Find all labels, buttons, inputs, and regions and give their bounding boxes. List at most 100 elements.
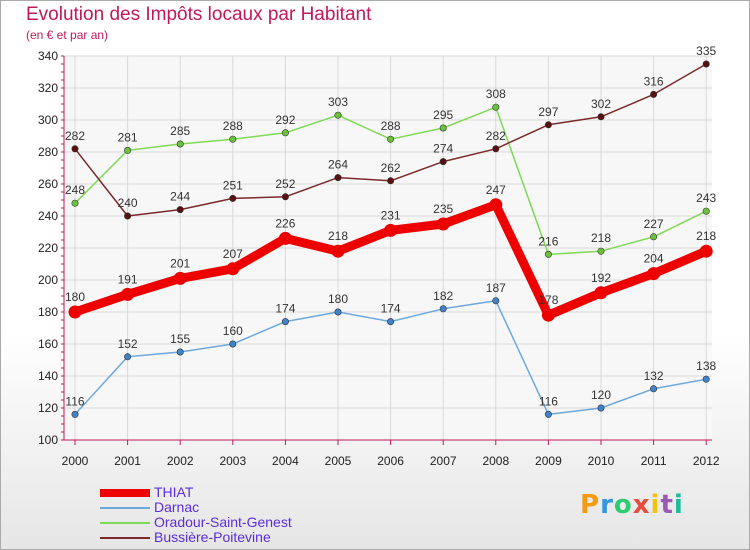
y-tick-label: 140 [38,369,58,383]
y-tick-label: 100 [38,433,58,447]
data-label: 282 [486,129,506,143]
data-point [71,410,79,418]
y-tick-label: 240 [38,209,58,223]
data-point [650,90,658,98]
legend-label: Oradour-Saint-Genest [154,514,292,530]
data-label: 132 [644,369,664,383]
data-point [334,111,342,119]
logo-letter: t [660,490,674,520]
x-tick-label: 2005 [325,454,352,468]
data-point [439,158,447,166]
data-label: 226 [275,216,295,230]
y-tick-label: 340 [38,49,58,63]
y-tick-label: 300 [38,113,58,127]
data-label: 295 [433,108,453,122]
data-point [436,217,450,231]
legend-label: Bussière-Poitevine [154,529,271,545]
data-point [229,135,237,143]
data-label: 191 [118,272,138,286]
data-label: 274 [433,142,453,156]
data-label: 244 [170,190,190,204]
data-label: 192 [591,271,611,285]
logo-letter: i [650,490,661,520]
data-label: 251 [223,178,243,192]
x-tick-label: 2012 [693,454,720,468]
data-label: 302 [591,97,611,111]
data-label: 218 [328,229,348,243]
legend-label: Darnac [154,499,200,515]
data-label: 218 [696,229,716,243]
data-label: 187 [486,281,506,295]
data-point [226,262,240,276]
data-point [334,174,342,182]
data-point [124,146,132,154]
data-label: 281 [118,130,138,144]
data-label: 252 [275,177,295,191]
data-label: 204 [644,252,664,266]
data-label: 240 [118,196,138,210]
data-label: 116 [539,394,558,408]
data-point [68,305,82,319]
data-point [492,297,500,305]
logo-letter: o [613,490,633,520]
data-label: 160 [223,324,243,338]
data-point [699,244,713,258]
y-tick-label: 160 [38,337,58,351]
data-label: 248 [65,183,85,197]
data-point [492,103,500,111]
y-tick-label: 280 [38,145,58,159]
data-label: 235 [433,202,453,216]
data-label: 262 [381,161,401,175]
x-tick-label: 2011 [641,454,667,468]
data-point [650,233,658,241]
data-point [387,318,395,326]
data-point [702,375,710,383]
data-point [176,140,184,148]
x-tick-label: 2009 [535,454,562,468]
data-point [597,247,605,255]
data-label: 288 [223,119,243,133]
legend-swatch [100,522,150,524]
y-tick-label: 320 [38,81,58,95]
data-label: 247 [486,183,506,197]
data-point [281,129,289,137]
x-tick-label: 2006 [377,454,404,468]
data-point [334,308,342,316]
x-tick-label: 2001 [114,454,141,468]
data-label: 292 [275,113,295,127]
data-point [489,198,503,212]
proxiti-logo: Proxiti [580,490,684,520]
chart-title: Evolution des Impôts locaux par Habitant [26,4,372,25]
legend-swatch [100,507,150,509]
data-point [229,194,237,202]
x-tick-label: 2000 [62,454,89,468]
data-point [541,308,555,322]
chart-subtitle: (en € et par an) [26,28,109,42]
logo-letter: P [580,490,601,520]
data-label: 316 [644,74,664,88]
data-point [597,113,605,121]
x-tick-label: 2004 [272,454,299,468]
data-point [384,223,398,237]
data-point [331,244,345,258]
data-point [439,305,447,313]
y-tick-label: 120 [38,401,58,415]
x-tick-label: 2008 [482,454,509,468]
data-point [71,199,79,207]
legend-label: THIAT [154,484,194,500]
data-point [650,385,658,393]
logo-letter: i [673,490,684,520]
data-point [594,286,608,300]
x-tick-label: 2007 [430,454,457,468]
data-label: 243 [696,191,716,205]
data-label: 182 [433,289,453,303]
data-label: 335 [696,44,716,58]
data-label: 308 [486,87,506,101]
x-tick-label: 2010 [588,454,615,468]
data-point [281,193,289,201]
data-point [281,318,289,326]
logo-letter: r [600,490,614,520]
data-point [492,145,500,153]
legend-swatch [100,537,150,539]
